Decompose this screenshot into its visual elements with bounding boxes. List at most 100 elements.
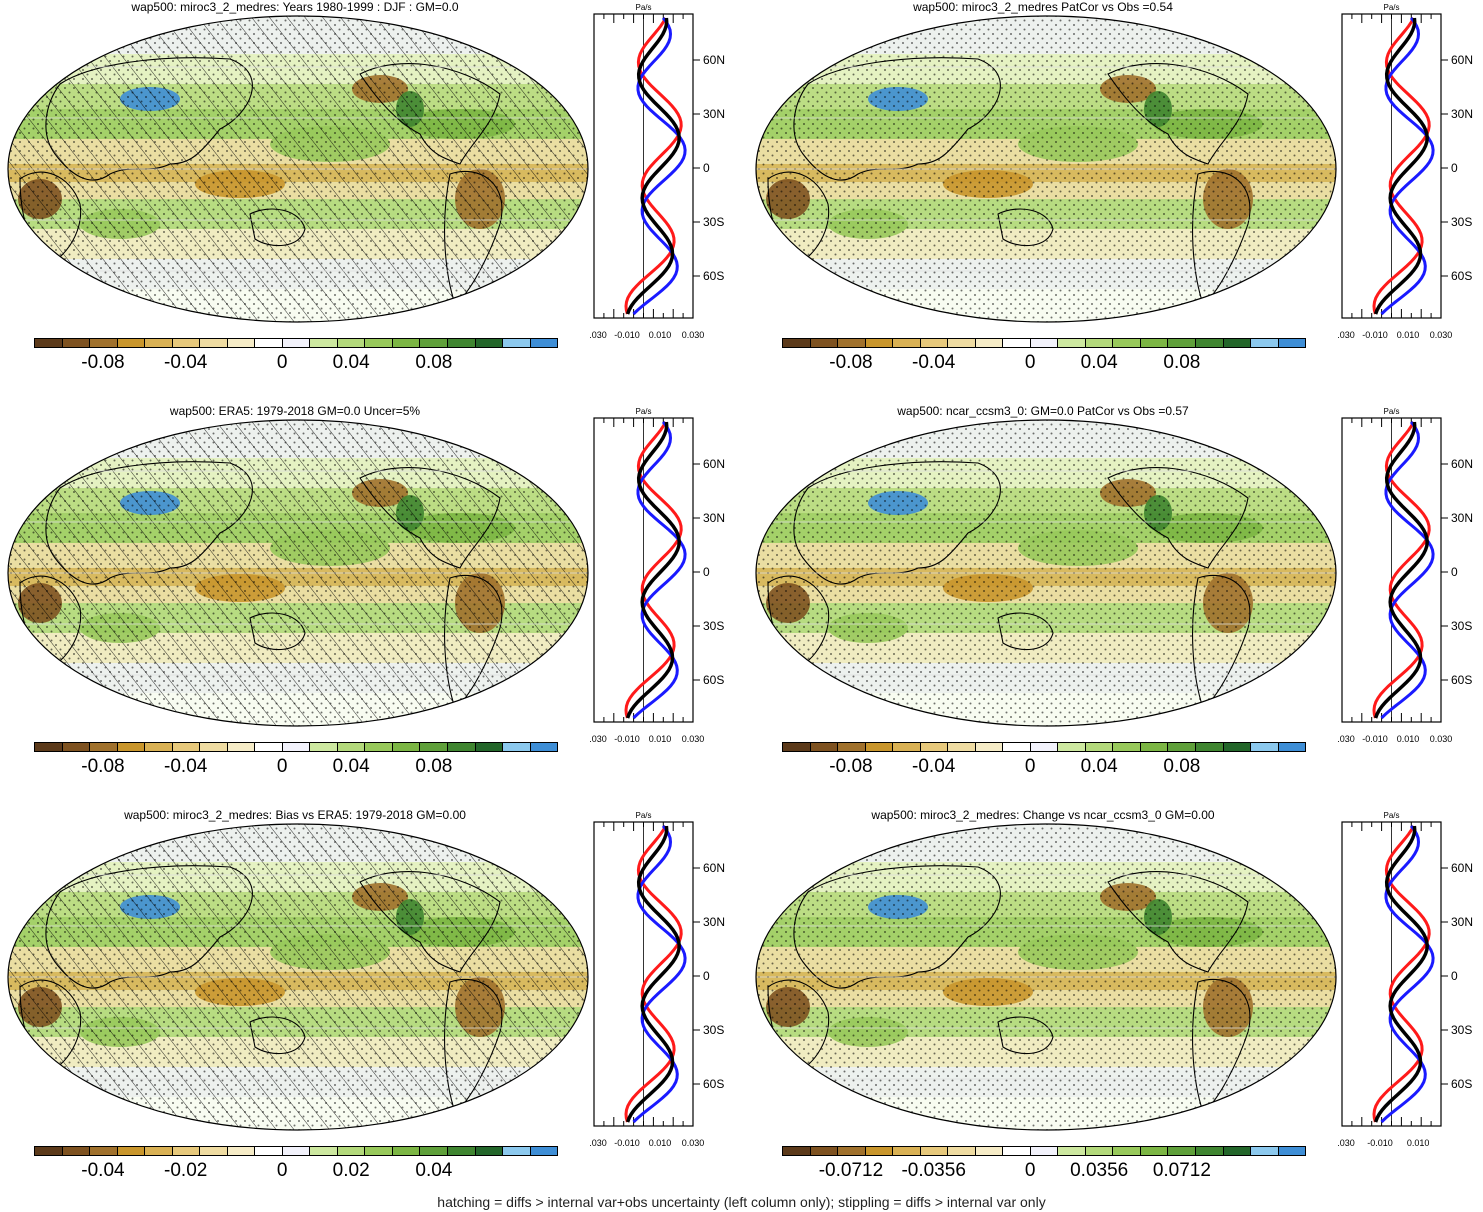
colorbar-swatch <box>810 1147 839 1155</box>
colorbar-swatch <box>475 743 504 751</box>
colorbar-label: -0.02 <box>164 1160 208 1181</box>
units-label: Pa/s <box>1383 811 1399 820</box>
panel-5: wap500: miroc3_2_medres: Bias vs ERA5: 1… <box>0 808 740 1212</box>
colorbar-swatch <box>227 743 256 751</box>
map-plot <box>755 823 1337 1131</box>
x-tick-label: -0.010 <box>1362 734 1388 744</box>
x-tick-label: 0.030 <box>682 734 705 744</box>
lat-label: 0 <box>703 161 710 175</box>
colorbar-swatch <box>35 743 63 751</box>
colorbar-swatch <box>1251 1147 1279 1155</box>
colorbar-swatch <box>1168 339 1196 347</box>
colorbar-swatch <box>475 1147 504 1155</box>
colorbar-swatch <box>145 1147 173 1155</box>
lat-label: 60S <box>703 673 724 687</box>
x-tick-label: -0.030 <box>1338 734 1355 744</box>
units-label: Pa/s <box>635 3 651 12</box>
colorbar-swatch <box>255 743 283 751</box>
colorbar-label: -0.04 <box>912 352 956 373</box>
lat-label: 60N <box>703 861 725 875</box>
colorbar-label: 0.08 <box>1163 352 1201 373</box>
colorbar-swatch <box>117 1147 146 1155</box>
panel-title: wap500: ERA5: 1979-2018 GM=0.0 Uncer=5% <box>169 404 421 418</box>
lat-label: 30N <box>1451 107 1473 121</box>
colorbar-swatch <box>948 339 976 347</box>
colorbar-swatch <box>1003 743 1031 751</box>
colorbar-swatch <box>893 1147 921 1155</box>
colorbar-swatch <box>1030 1147 1059 1155</box>
colorbar-swatch <box>475 339 504 347</box>
colorbar-label: 0 <box>1024 1160 1036 1181</box>
colorbar-swatch <box>503 339 531 347</box>
x-tick-label: 0.030 <box>682 1138 705 1148</box>
colorbar-swatch <box>1003 339 1031 347</box>
map-plot <box>7 419 589 727</box>
colorbar <box>34 1146 558 1156</box>
colorbar <box>34 338 558 348</box>
lat-label: 60N <box>1451 861 1473 875</box>
colorbar-label: -0.04 <box>164 352 208 373</box>
colorbar-swatch <box>948 1147 976 1155</box>
colorbar-label: -0.0712 <box>818 1160 884 1181</box>
x-tick-label: -0.010 <box>614 734 640 744</box>
x-tick-label: 0.010 <box>649 1138 672 1148</box>
colorbar-swatch <box>282 1147 311 1155</box>
colorbar-label: 0.04 <box>332 756 370 777</box>
lat-label: 30N <box>703 915 725 929</box>
colorbar-swatch <box>117 743 146 751</box>
colorbar-swatch <box>282 743 311 751</box>
colorbar-label: 0 <box>276 756 288 777</box>
colorbar-swatch <box>227 339 256 347</box>
map-boundary <box>7 419 589 727</box>
colorbar-swatch <box>62 339 91 347</box>
panel-title: wap500: miroc3_2_medres PatCor vs Obs =0… <box>913 0 1173 14</box>
colorbar-swatch <box>365 1147 393 1155</box>
x-tick-label: -0.010 <box>1367 1138 1393 1148</box>
colorbar-swatch <box>530 1147 558 1155</box>
x-tick-label: 0.010 <box>1397 734 1420 744</box>
x-tick-label: -0.030 <box>1338 1138 1355 1148</box>
colorbar-swatch <box>1168 1147 1196 1155</box>
colorbar-swatch <box>530 743 558 751</box>
panel-6: wap500: miroc3_2_medres: Change vs ncar_… <box>748 808 1483 1212</box>
colorbar-label: 0.08 <box>1163 756 1201 777</box>
x-tick-label: 0.030 <box>682 330 705 340</box>
lat-label: 30S <box>703 1023 724 1037</box>
colorbar-label: -0.08 <box>81 756 125 777</box>
lat-label: 0 <box>1451 565 1458 579</box>
colorbar-label: -0.08 <box>829 352 873 373</box>
colorbar-swatch <box>447 339 476 347</box>
x-tick-label: 0.010 <box>649 330 672 340</box>
colorbar-swatch <box>1278 1147 1306 1155</box>
lat-label: 0 <box>703 969 710 983</box>
colorbar-swatch <box>420 1147 448 1155</box>
map-plot <box>755 15 1337 323</box>
x-tick-label: -0.010 <box>614 330 640 340</box>
colorbar-swatch <box>172 1147 201 1155</box>
zonal-profile: Pa/s 60N 30N 0 30S 60S -0.030 -0.010 0.010 <box>1338 811 1473 1148</box>
map-boundary <box>755 823 1337 1131</box>
colorbar-swatch <box>1195 339 1224 347</box>
colorbar-swatch <box>337 743 366 751</box>
colorbar-swatch <box>1168 743 1196 751</box>
lat-label: 30N <box>703 107 725 121</box>
colorbar-swatch <box>1058 1147 1086 1155</box>
map-plot <box>7 15 589 323</box>
colorbar-label: -0.04 <box>912 756 956 777</box>
colorbar-swatch <box>227 1147 256 1155</box>
colorbar-swatch <box>62 1147 91 1155</box>
colorbar-label: 0 <box>276 352 288 373</box>
colorbar-swatch <box>838 339 866 347</box>
lat-label: 60S <box>703 269 724 283</box>
colorbar-swatch <box>1113 743 1141 751</box>
lat-label: 60N <box>1451 457 1473 471</box>
units-label: Pa/s <box>635 407 651 416</box>
colorbar-swatch <box>392 743 421 751</box>
colorbar-swatch <box>172 743 201 751</box>
lat-label: 30S <box>1451 619 1472 633</box>
lat-label: 30S <box>1451 1023 1472 1037</box>
lat-label: 30S <box>703 215 724 229</box>
lat-label: 60S <box>703 1077 724 1091</box>
colorbar-swatch <box>838 1147 866 1155</box>
lat-label: 0 <box>1451 969 1458 983</box>
